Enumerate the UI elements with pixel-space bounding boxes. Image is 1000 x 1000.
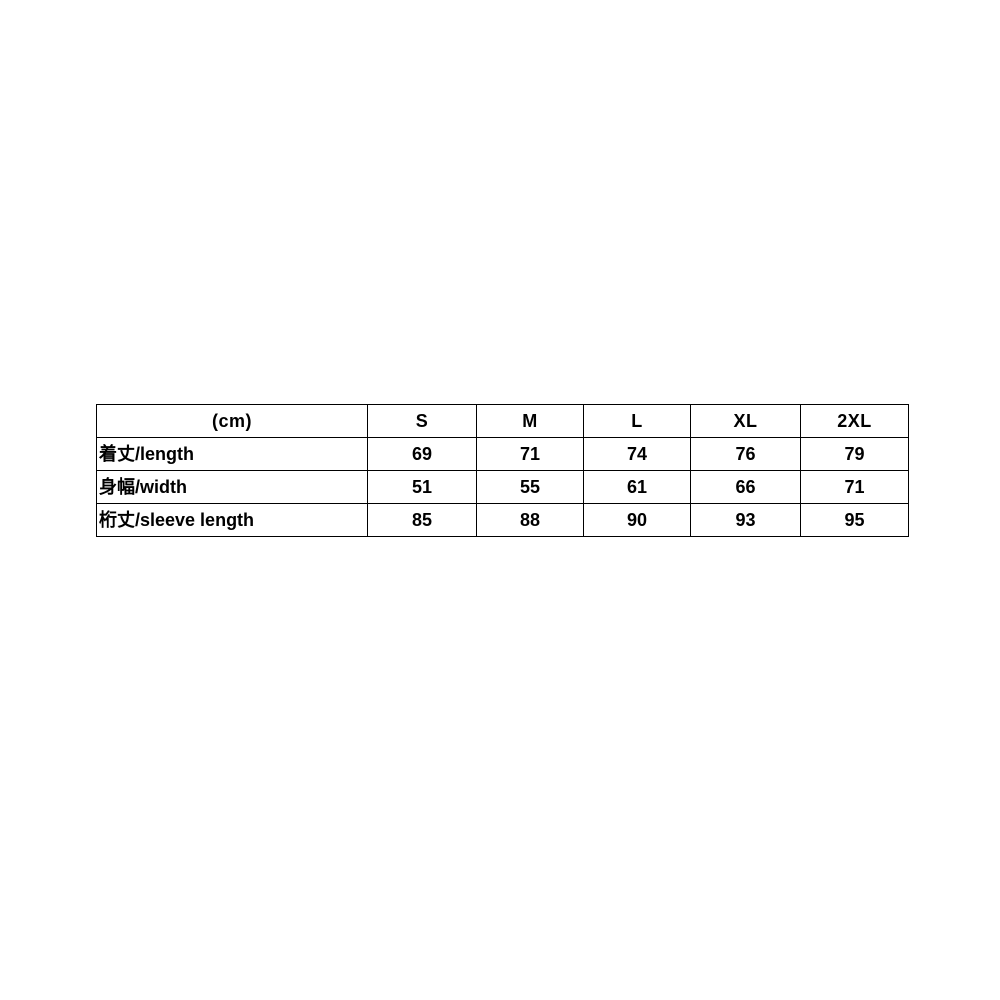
col-header-l: L xyxy=(583,404,691,438)
table-row-sleeve-length: 桁丈/sleeve length 85 88 90 93 95 xyxy=(96,503,909,537)
size-chart-table: (cm) S M L XL 2XL 着丈/length 69 71 74 76 … xyxy=(96,404,909,537)
row-label-width: 身幅/width xyxy=(96,470,368,504)
sleeve-l-value: 90 xyxy=(583,503,691,537)
table-row-length: 着丈/length 69 71 74 76 79 xyxy=(96,437,909,471)
header-row: (cm) S M L XL 2XL xyxy=(96,404,909,438)
width-s-value: 51 xyxy=(367,470,477,504)
row-label-sleeve-length: 桁丈/sleeve length xyxy=(96,503,368,537)
width-2xl-value: 71 xyxy=(800,470,909,504)
col-header-xl: XL xyxy=(690,404,801,438)
sleeve-2xl-value: 95 xyxy=(800,503,909,537)
table-row-width: 身幅/width 51 55 61 66 71 xyxy=(96,470,909,504)
col-header-s: S xyxy=(367,404,477,438)
length-xl-value: 76 xyxy=(690,437,801,471)
sleeve-xl-value: 93 xyxy=(690,503,801,537)
sleeve-s-value: 85 xyxy=(367,503,477,537)
col-header-2xl: 2XL xyxy=(800,404,909,438)
width-l-value: 61 xyxy=(583,470,691,504)
length-2xl-value: 79 xyxy=(800,437,909,471)
width-m-value: 55 xyxy=(476,470,584,504)
row-label-length: 着丈/length xyxy=(96,437,368,471)
width-xl-value: 66 xyxy=(690,470,801,504)
length-m-value: 71 xyxy=(476,437,584,471)
col-header-m: M xyxy=(476,404,584,438)
length-s-value: 69 xyxy=(367,437,477,471)
sleeve-m-value: 88 xyxy=(476,503,584,537)
length-l-value: 74 xyxy=(583,437,691,471)
unit-header-cell: (cm) xyxy=(96,404,368,438)
